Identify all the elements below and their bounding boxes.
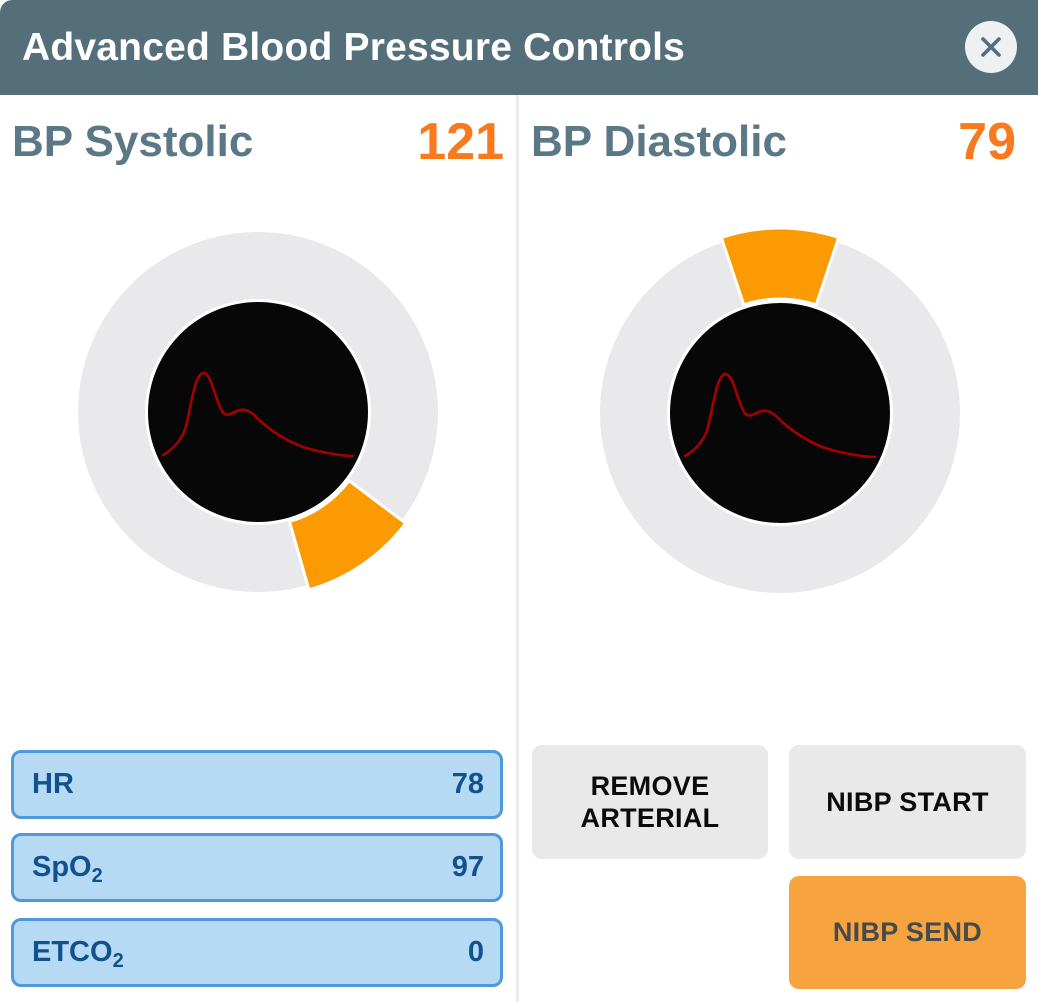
arterial-waveform [683,372,877,459]
vital-label-etco2: ETCO2 [32,936,124,972]
vital-value-etco2: 0 [467,936,484,968]
panel-divider [516,95,519,1002]
systolic-value: 121 [417,113,504,171]
dialog-header: Advanced Blood Pressure Controls [0,0,1038,95]
dialog-title: Advanced Blood Pressure Controls [22,25,686,69]
diastolic-dial-knob[interactable] [590,223,970,603]
dial-scope [670,303,890,523]
dial-ring [78,232,438,592]
vital-row-spo2[interactable]: SpO2 97 [11,833,503,902]
vital-row-hr[interactable]: HR 78 [11,750,503,819]
vital-label-hr: HR [32,768,74,800]
vital-label-spo2: SpO2 [32,851,103,887]
close-icon [981,37,1001,57]
dial-wedge-indicator [287,478,408,592]
nibp-start-button[interactable]: NIBP START [789,745,1026,859]
nibp-send-button[interactable]: NIBP SEND [789,876,1026,989]
systolic-panel-header: BP Systolic 121 [12,103,504,181]
arterial-waveform [161,371,355,458]
diastolic-dial-graphic [600,226,960,593]
vital-value-hr: 78 [451,768,484,800]
remove-arterial-button[interactable]: REMOVE ARTERIAL [532,745,768,859]
diastolic-panel-header: BP Diastolic 79 [531,103,1016,181]
diastolic-value: 79 [958,113,1016,171]
vital-value-spo2: 97 [451,851,484,883]
systolic-dial-graphic [78,232,438,592]
systolic-dial-knob[interactable] [68,222,448,602]
diastolic-label: BP Diastolic [531,117,787,166]
dial-wedge-indicator [719,226,841,307]
vital-row-etco2[interactable]: ETCO2 0 [11,918,503,987]
dial-scope [148,302,368,522]
close-button[interactable] [965,21,1017,73]
systolic-label: BP Systolic [12,117,254,166]
